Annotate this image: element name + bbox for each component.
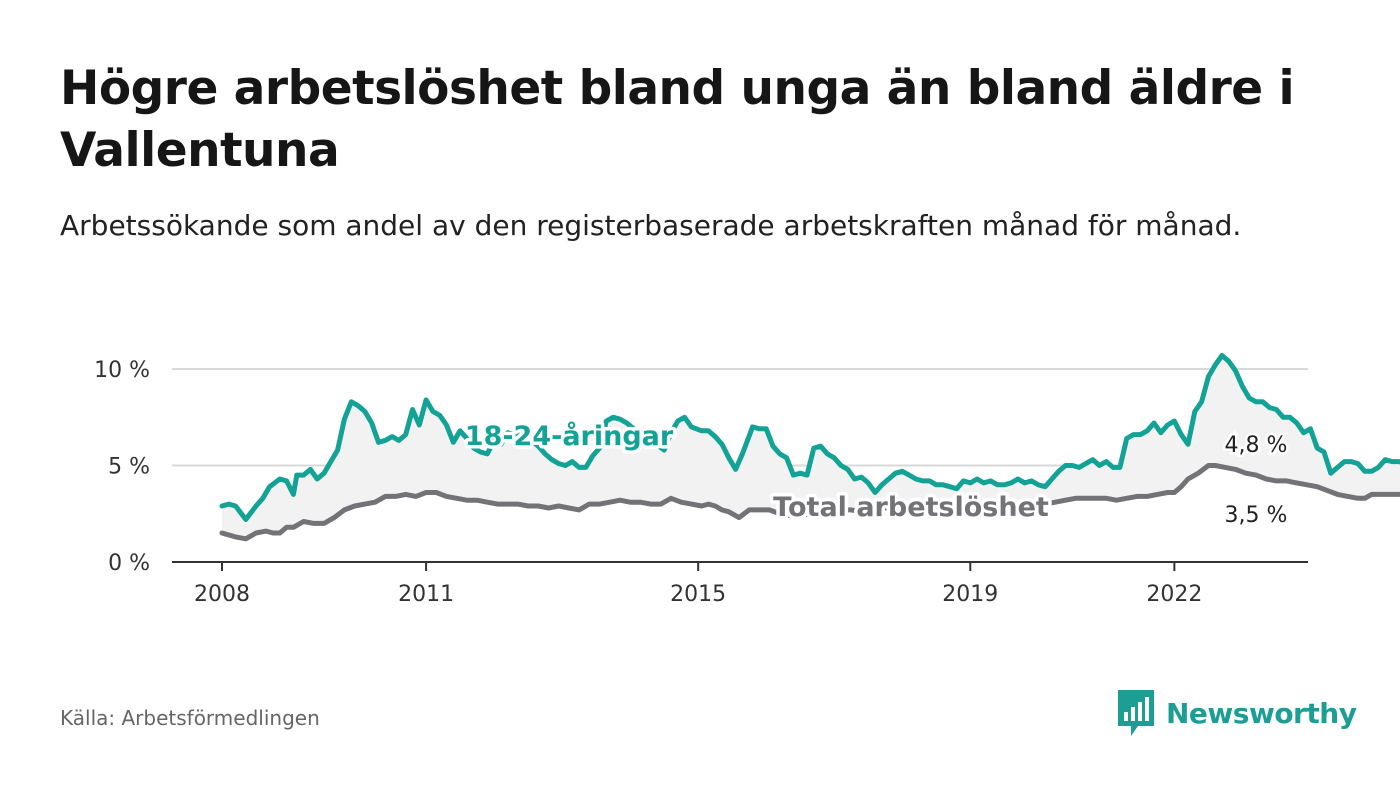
series-label-total: Total arbetslöshet xyxy=(773,492,1049,523)
gap-area xyxy=(222,355,1400,539)
newsworthy-logo: Newsworthy xyxy=(1118,690,1357,736)
axes: 0 % 5 % 10 % 2008 2011 2015 2019 2022 xyxy=(94,358,1308,607)
series-line-youth xyxy=(219,353,1400,522)
x-tick-label: 2019 xyxy=(942,582,998,607)
chart-title: Högre arbetslöshet bland unga än bland ä… xyxy=(60,61,1295,178)
brand-name: Newsworthy xyxy=(1166,696,1357,730)
chart-subtitle: Arbetssökande som andel av den registerb… xyxy=(60,209,1242,242)
x-tick-label: 2011 xyxy=(398,582,454,607)
series-labels: 18-24-åringar Total arbetslöshet xyxy=(461,417,1052,527)
y-tick-label: 10 % xyxy=(94,358,150,383)
y-tick-label: 5 % xyxy=(108,455,150,480)
x-tick-label: 2022 xyxy=(1146,582,1202,607)
newsworthy-logo-icon xyxy=(1118,690,1154,736)
end-markers: 4,8 % 3,5 % xyxy=(1222,431,1290,531)
end-label-youth: 4,8 % xyxy=(1225,433,1288,458)
series-line-total xyxy=(219,463,1400,542)
x-tick-label: 2015 xyxy=(670,582,726,607)
source-note: Källa: Arbetsförmedlingen xyxy=(60,706,320,730)
end-label-total: 3,5 % xyxy=(1225,503,1288,528)
series-label-youth: 18-24-åringar xyxy=(465,420,674,452)
y-tick-label: 0 % xyxy=(108,551,150,576)
x-tick-label: 2008 xyxy=(194,582,250,607)
